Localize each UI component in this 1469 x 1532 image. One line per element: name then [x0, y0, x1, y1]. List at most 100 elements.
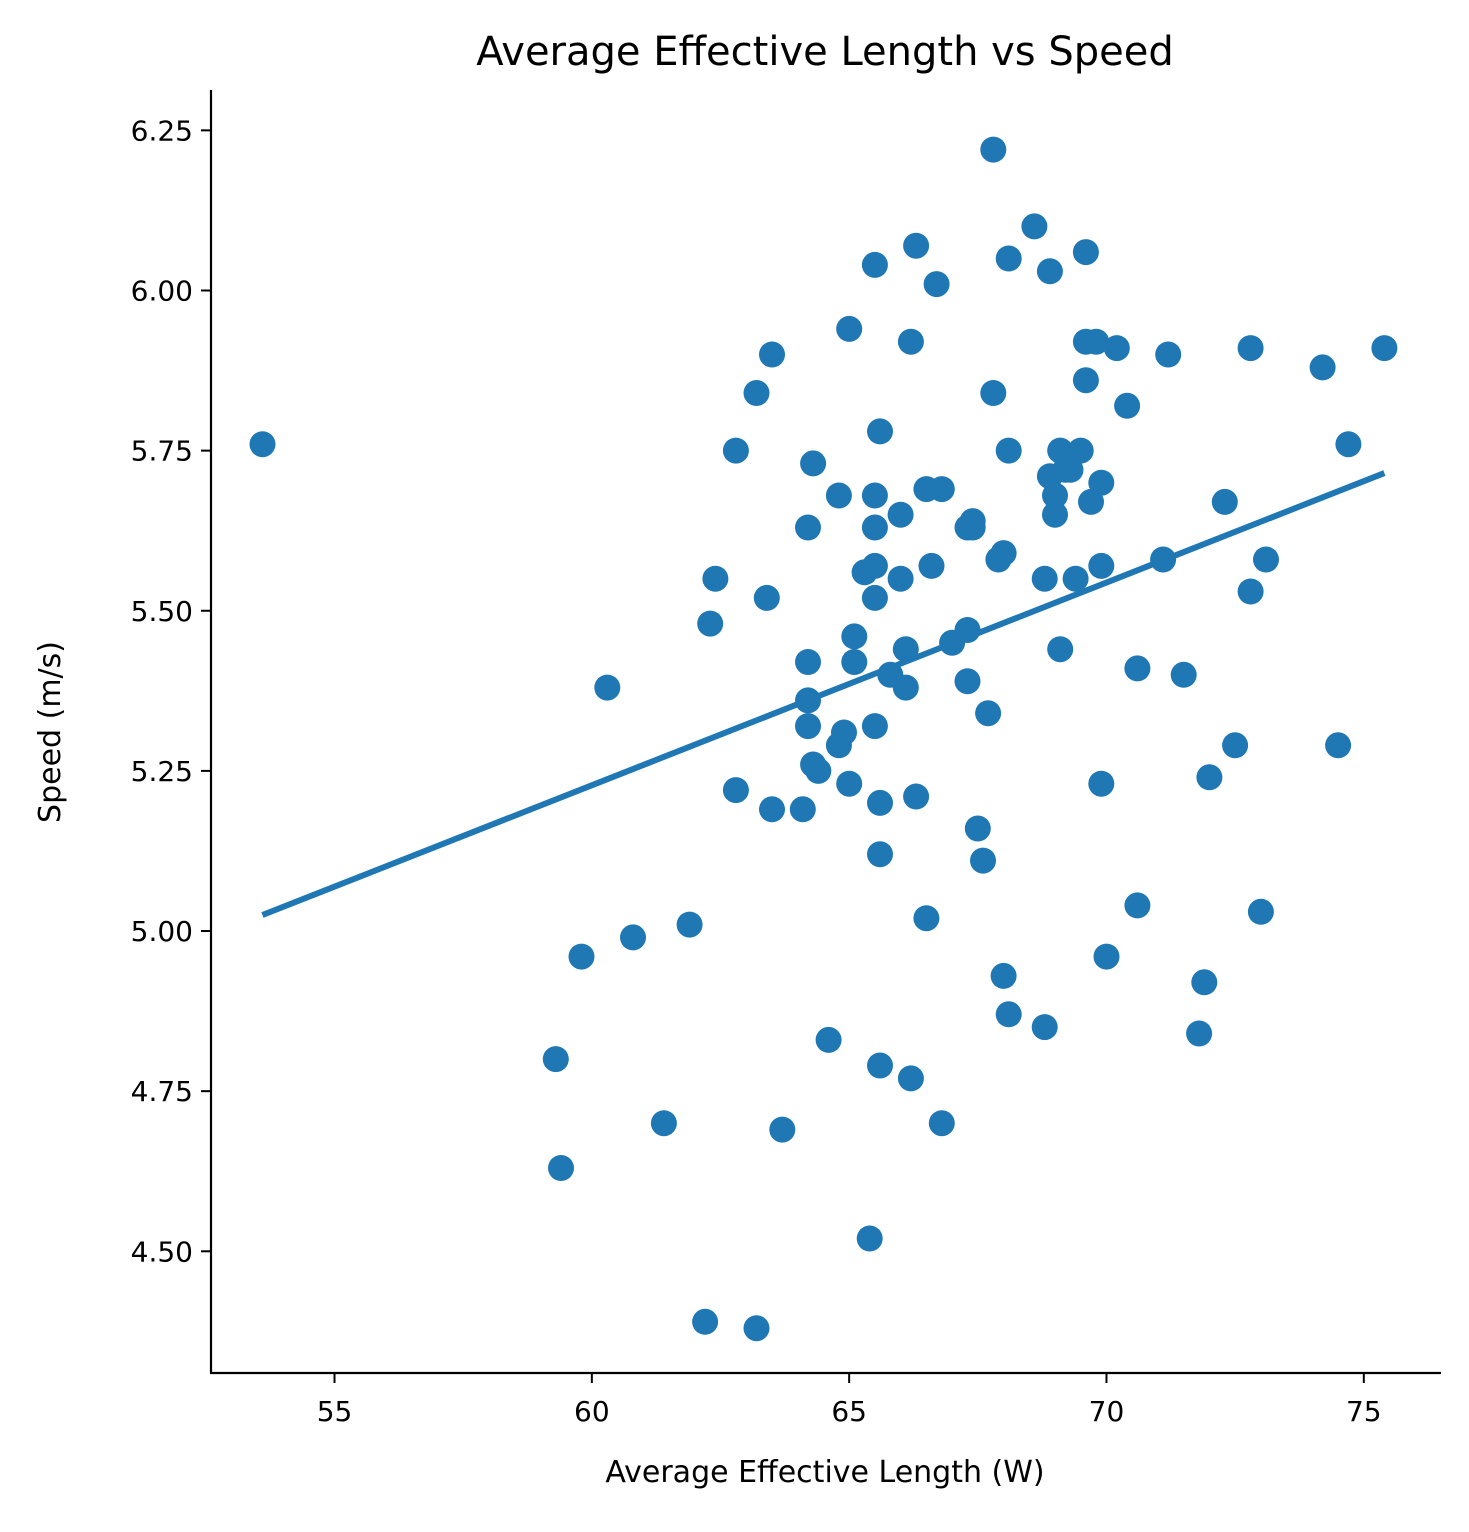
- data-point: [836, 315, 863, 342]
- data-point: [1309, 354, 1336, 381]
- data-point: [1247, 898, 1274, 925]
- data-point: [1036, 258, 1063, 285]
- data-point: [1067, 437, 1094, 464]
- data-point: [753, 584, 780, 611]
- data-point: [861, 552, 888, 579]
- data-point: [856, 1225, 883, 1252]
- x-axis-label: Average Effective Length (W): [605, 1455, 1044, 1490]
- data-point: [1062, 565, 1089, 592]
- y-tick-label: 4.50: [131, 1235, 193, 1268]
- plot-area: [249, 136, 1398, 1342]
- data-point: [795, 514, 821, 541]
- data-point: [1124, 655, 1151, 682]
- scatter-points: [249, 136, 1398, 1342]
- data-point: [1103, 335, 1130, 362]
- data-point: [861, 482, 888, 509]
- data-point: [1088, 552, 1115, 579]
- data-point: [923, 271, 950, 298]
- data-point: [1072, 367, 1099, 394]
- data-point: [892, 636, 919, 663]
- data-point: [1191, 969, 1218, 996]
- y-tick-label: 5.50: [131, 595, 193, 628]
- x-axis-ticks: 55 60 65 70 75: [317, 1373, 1382, 1428]
- data-point: [1031, 565, 1058, 592]
- data-point: [1253, 546, 1279, 573]
- x-tick-label: 55: [317, 1395, 353, 1428]
- data-point: [928, 1110, 955, 1137]
- data-point: [815, 1026, 842, 1053]
- data-point: [697, 610, 724, 637]
- data-point: [990, 540, 1017, 567]
- data-point: [831, 719, 857, 746]
- data-point: [1083, 328, 1110, 355]
- data-point: [897, 328, 924, 355]
- y-tick-label: 6.25: [131, 114, 193, 147]
- y-tick-label: 5.00: [131, 915, 193, 948]
- data-point: [743, 380, 770, 406]
- data-point: [897, 1065, 924, 1092]
- data-point: [959, 514, 986, 541]
- data-point: [913, 905, 940, 932]
- data-point: [954, 668, 981, 695]
- data-point: [548, 1155, 574, 1181]
- data-point: [795, 649, 821, 675]
- data-point: [1093, 943, 1120, 970]
- data-point: [1042, 501, 1068, 528]
- data-point: [789, 796, 816, 823]
- data-point: [1042, 482, 1068, 509]
- data-point: [722, 777, 749, 804]
- data-point: [1371, 335, 1398, 362]
- data-point: [841, 623, 868, 650]
- data-point: [1335, 431, 1362, 458]
- data-point: [867, 789, 893, 816]
- data-point: [1078, 488, 1104, 515]
- x-tick-label: 75: [1346, 1395, 1382, 1428]
- data-point: [800, 450, 827, 477]
- chart-title: Average Effective Length vs Speed: [476, 29, 1174, 75]
- data-point: [795, 713, 821, 740]
- x-tick-label: 65: [831, 1395, 867, 1428]
- data-point: [841, 649, 868, 675]
- data-point: [975, 700, 1002, 727]
- data-point: [928, 476, 955, 503]
- data-point: [1237, 335, 1264, 362]
- y-tick-label: 4.75: [131, 1075, 193, 1108]
- data-point: [759, 796, 785, 823]
- y-tick-label: 5.75: [131, 435, 193, 468]
- data-point: [743, 1315, 770, 1342]
- data-point: [1124, 892, 1151, 919]
- data-point: [620, 924, 646, 951]
- data-point: [805, 757, 832, 784]
- data-point: [995, 1001, 1022, 1028]
- data-point: [1114, 392, 1141, 419]
- data-point: [759, 341, 785, 368]
- data-point: [692, 1308, 719, 1335]
- data-point: [861, 251, 888, 278]
- data-point: [1325, 732, 1352, 759]
- data-point: [970, 847, 996, 874]
- data-point: [1088, 770, 1115, 797]
- data-point: [867, 1052, 893, 1079]
- data-point: [1186, 1020, 1213, 1047]
- y-tick-label: 5.25: [131, 755, 193, 788]
- data-point: [769, 1116, 796, 1143]
- data-point: [861, 514, 888, 541]
- data-point: [1021, 213, 1048, 240]
- data-point: [1237, 578, 1264, 605]
- data-point: [1088, 469, 1115, 496]
- x-tick-label: 70: [1089, 1395, 1125, 1428]
- data-point: [892, 674, 919, 701]
- data-point: [918, 552, 945, 579]
- data-point: [1170, 661, 1197, 688]
- data-point: [867, 418, 893, 445]
- data-point: [995, 245, 1022, 272]
- y-axis-ticks: 4.50 4.75 5.00 5.25 5.50 5.75 6.00 6.25: [131, 114, 211, 1268]
- data-point: [887, 565, 914, 592]
- data-point: [995, 437, 1022, 464]
- data-point: [702, 565, 729, 592]
- data-point: [903, 783, 930, 810]
- data-point: [722, 437, 749, 464]
- y-axis-label: Speed (m/s): [33, 641, 68, 823]
- data-point: [825, 482, 852, 509]
